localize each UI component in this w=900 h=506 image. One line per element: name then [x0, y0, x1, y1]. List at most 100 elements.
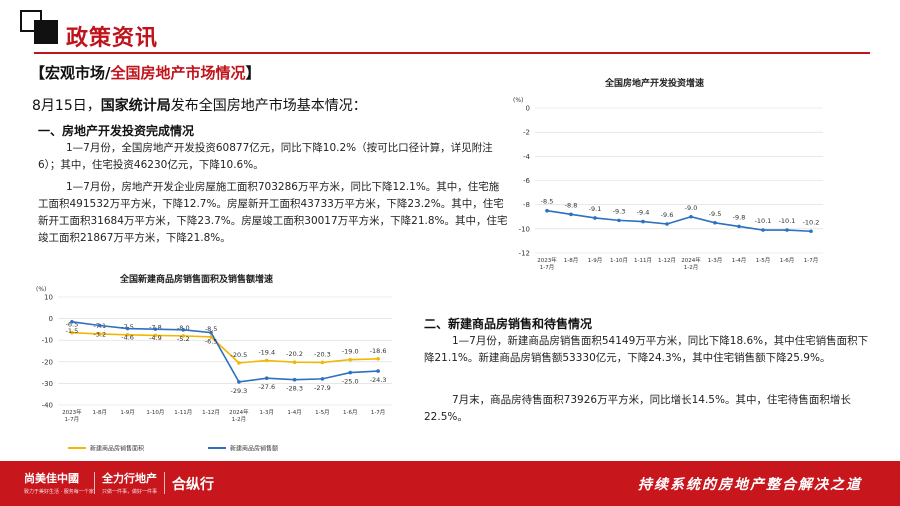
data-point — [809, 229, 813, 234]
data-point — [237, 380, 241, 384]
data-point — [125, 326, 130, 331]
data-point — [761, 228, 765, 232]
x-tick-label: 2024年 1-2月 — [681, 256, 701, 271]
data-point — [153, 333, 158, 338]
data-point — [125, 333, 130, 337]
legend-label: 新建商品房销售面积 — [90, 445, 144, 453]
x-tick-label: 1-10月 — [146, 409, 164, 416]
y-axis-unit-label: (%) — [513, 97, 523, 104]
chart2-title: 全国新建商品房销售面积及销售额增速 — [120, 275, 274, 285]
y-tick-label: -8 — [523, 201, 530, 209]
x-tick-label-line: 1-6月 — [343, 409, 357, 416]
data-point — [689, 214, 693, 219]
x-tick-label-line: 1-4月 — [287, 409, 301, 416]
x-tick-label-line: 1-3月 — [708, 257, 722, 264]
data-point — [181, 334, 186, 338]
data-point — [593, 216, 597, 220]
x-tick-label-line: 1-11月 — [174, 409, 192, 416]
section2-heading: 二、新建商品房销售和待售情况 — [424, 317, 593, 331]
data-point — [97, 332, 102, 336]
data-point — [320, 377, 325, 381]
data-point — [209, 330, 213, 335]
x-tick-label: 1-9月 — [588, 257, 602, 264]
x-tick-label: 1-11月 — [634, 257, 652, 264]
data-label: -1.5 — [66, 327, 79, 335]
footer-slogan: 持续系统的房地产整合解决之道 — [638, 477, 862, 493]
y-tick-label: -10 — [519, 225, 530, 233]
series-line-1 — [546, 209, 812, 233]
intro-rest: 发布全国房地产市场基本情况： — [170, 98, 367, 114]
data-label: -18.6 — [370, 347, 387, 355]
data-point — [569, 212, 573, 217]
data-label: -10.2 — [803, 218, 820, 226]
x-tick-label-line: 2023年 — [537, 256, 557, 264]
brand2-tagline: 只做一件事，做好一件事 — [102, 489, 158, 495]
y-tick-label: -30 — [42, 380, 53, 388]
data-label: -19.0 — [342, 348, 359, 356]
data-label: -20.5 — [231, 351, 248, 359]
data-label: -10.1 — [755, 217, 772, 225]
data-label: -10.1 — [779, 217, 796, 225]
data-label: -9.1 — [589, 205, 602, 213]
breadcrumb-prefix: 【宏观市场/ — [30, 64, 111, 82]
title-divider — [34, 52, 870, 54]
x-tick-label: 1-8月 — [93, 409, 107, 416]
data-label: -20.2 — [286, 350, 303, 358]
series-line-1 — [71, 331, 379, 364]
series-line-2 — [71, 321, 379, 383]
x-tick-label-line: 1-10月 — [146, 409, 164, 416]
data-label: -8.5 — [541, 198, 554, 206]
chart1-title: 全国房地产开发投资增速 — [605, 79, 705, 89]
data-label: -8.5 — [205, 325, 218, 333]
data-point — [153, 327, 158, 331]
data-label: -9.6 — [661, 211, 674, 219]
section-breadcrumb: 【宏观市场/全国房地产市场情况】 — [30, 62, 261, 83]
x-tick-label: 1-6月 — [343, 409, 357, 416]
intro-line: 8月15日，国家统计局发布全国房地产市场基本情况： — [32, 95, 367, 115]
x-tick-label-line: 2024年 — [681, 256, 701, 264]
footer-brand-shangmeijia: 尚美佳中國 致力于美好生活 · 服务每一个家 — [24, 470, 94, 495]
x-tick-label: 1-9月 — [120, 409, 134, 416]
breadcrumb-current: 全国房地产市场情况 — [110, 64, 246, 82]
y-tick-label: 0 — [49, 315, 53, 323]
data-label: -25.0 — [342, 378, 359, 386]
footer-bar — [0, 461, 900, 506]
data-label: -9.3 — [613, 207, 626, 215]
x-tick-label-line: 1-11月 — [634, 257, 652, 264]
y-tick-label: 0 — [526, 105, 530, 113]
data-point — [97, 323, 102, 328]
data-point — [713, 220, 717, 225]
data-point — [545, 208, 549, 213]
y-tick-label: -12 — [519, 250, 530, 258]
data-point — [320, 360, 325, 365]
x-tick-label-line: 1-8月 — [564, 257, 578, 264]
x-tick-label-line: 1-5月 — [756, 257, 770, 264]
data-label: -3.2 — [93, 331, 106, 339]
data-label: -4.6 — [121, 334, 134, 342]
x-tick-label-line: 2023年 — [62, 408, 82, 416]
x-tick-label: 1-3月 — [708, 257, 722, 264]
data-label: -27.6 — [258, 383, 275, 391]
x-tick-label-line: 2024年 — [229, 408, 249, 416]
data-label: -4.9 — [149, 334, 162, 342]
x-tick-label: 1-6月 — [780, 257, 794, 264]
x-tick-label: 1-12月 — [202, 409, 220, 416]
breadcrumb-suffix: 】 — [245, 64, 261, 82]
data-label: -28.3 — [286, 385, 303, 393]
x-tick-label: 1-12月 — [658, 257, 676, 264]
data-label: -29.3 — [231, 387, 248, 395]
x-tick-label: 1-5月 — [756, 257, 770, 264]
x-tick-label-line: 1-2月 — [232, 416, 246, 423]
data-point — [181, 328, 186, 332]
footer-brand-hezongxing: 合纵行 — [172, 477, 214, 493]
y-tick-label: 10 — [44, 294, 53, 302]
x-tick-label: 1-10月 — [610, 257, 628, 264]
data-point — [376, 369, 380, 373]
brand2-name: 全力行地产 — [102, 472, 157, 485]
x-tick-label: 2023年 1-7月 — [537, 256, 557, 271]
x-tick-label-line: 1-2月 — [684, 264, 698, 271]
data-point — [264, 376, 269, 381]
x-tick-label: 2023年 1-7月 — [62, 408, 82, 423]
x-tick-label-line: 1-12月 — [658, 257, 676, 264]
